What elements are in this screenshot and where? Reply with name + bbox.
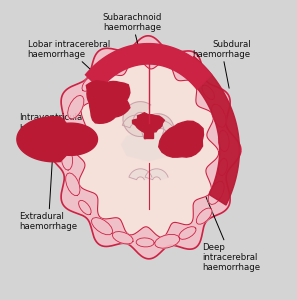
Polygon shape: [63, 124, 73, 142]
Polygon shape: [184, 56, 239, 205]
Text: Subarachnoid
haemorrhage: Subarachnoid haemorrhage: [103, 13, 162, 49]
Polygon shape: [182, 64, 203, 81]
Polygon shape: [91, 218, 113, 235]
Polygon shape: [163, 52, 184, 65]
Polygon shape: [136, 238, 154, 247]
Polygon shape: [17, 117, 97, 162]
Polygon shape: [99, 58, 117, 72]
Text: Subdural
haemorrhage: Subdural haemorrhage: [192, 40, 251, 88]
Text: Extradural
haemorrhage: Extradural haemorrhage: [20, 147, 78, 231]
Polygon shape: [211, 104, 226, 128]
Polygon shape: [66, 173, 80, 196]
Polygon shape: [73, 59, 219, 237]
Polygon shape: [68, 95, 84, 119]
Polygon shape: [61, 148, 72, 170]
Polygon shape: [112, 232, 133, 244]
Polygon shape: [179, 227, 196, 239]
Polygon shape: [78, 200, 91, 215]
Polygon shape: [123, 102, 151, 136]
Polygon shape: [145, 169, 168, 180]
Polygon shape: [86, 81, 130, 123]
Polygon shape: [144, 124, 153, 138]
Polygon shape: [155, 234, 180, 248]
Polygon shape: [218, 130, 229, 152]
Text: Intraventricular
haemorrhage: Intraventricular haemorrhage: [20, 113, 146, 133]
Polygon shape: [208, 182, 224, 205]
Polygon shape: [196, 208, 212, 224]
Polygon shape: [122, 115, 150, 128]
Polygon shape: [218, 158, 228, 176]
Polygon shape: [82, 76, 97, 91]
Text: Lobar intracerebral
haemorrhage: Lobar intracerebral haemorrhage: [28, 40, 113, 91]
Polygon shape: [143, 48, 161, 57]
Polygon shape: [129, 169, 152, 180]
Polygon shape: [122, 131, 175, 161]
Polygon shape: [117, 48, 142, 62]
Text: Deep
intracerebral
haemorrhage: Deep intracerebral haemorrhage: [187, 153, 260, 272]
Polygon shape: [147, 120, 175, 133]
Polygon shape: [132, 113, 165, 133]
Polygon shape: [202, 85, 214, 99]
Polygon shape: [86, 44, 211, 89]
Polygon shape: [142, 114, 174, 139]
Polygon shape: [49, 36, 241, 259]
Polygon shape: [159, 121, 203, 157]
